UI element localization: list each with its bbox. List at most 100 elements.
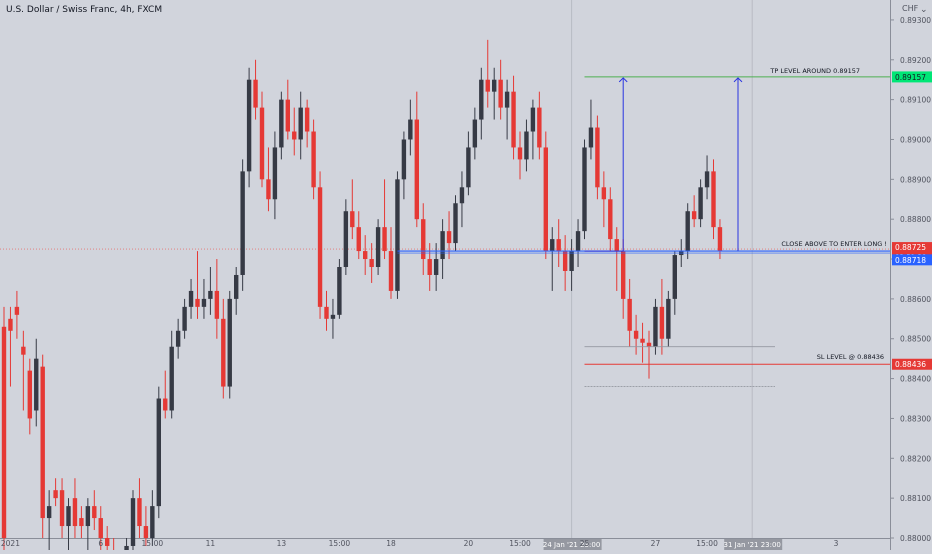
current-price-badge: 0.88725 xyxy=(895,243,926,252)
candle-body xyxy=(614,239,619,252)
y-tick-label: 0.88400 xyxy=(900,375,931,384)
sl-price-badge: 0.88436 xyxy=(895,360,926,369)
candle-body xyxy=(324,306,329,319)
y-tick-label: 0.89000 xyxy=(900,135,931,144)
x-highlight-bg xyxy=(724,539,783,550)
candle-body xyxy=(40,366,45,519)
candle-body xyxy=(240,171,245,275)
candle-body xyxy=(311,131,316,188)
candle-body xyxy=(337,267,342,315)
candle-body xyxy=(292,131,297,140)
candle-body xyxy=(621,251,626,299)
candle-body xyxy=(253,79,258,108)
candle-body xyxy=(182,306,187,331)
candle-body xyxy=(363,251,368,260)
candle-body xyxy=(401,139,407,180)
candle-body xyxy=(156,398,161,507)
x-tick-label: 2021 xyxy=(1,539,20,548)
candle-body xyxy=(627,298,632,331)
candle-body xyxy=(640,338,645,343)
candle-body xyxy=(266,179,271,200)
x-tick-label: 15:00 xyxy=(509,539,531,548)
x-tick-label: 6 xyxy=(98,539,103,548)
candle-body xyxy=(685,211,690,252)
candle-body xyxy=(27,370,32,419)
candle-body xyxy=(369,259,374,268)
candle-body xyxy=(130,498,136,546)
x-tick-label: 15:00 xyxy=(142,539,164,548)
candle-body xyxy=(143,526,149,538)
candle-body xyxy=(8,318,13,331)
candle-body xyxy=(195,298,200,307)
sl-price-badge-bg xyxy=(892,358,932,370)
candle-body xyxy=(59,490,65,527)
entry-level-label: CLOSE ABOVE TO ENTER LONG ! xyxy=(781,240,887,248)
candle-body xyxy=(550,239,555,252)
x-tick-label: 18 xyxy=(386,539,396,548)
candle-body xyxy=(485,79,490,92)
candle-body xyxy=(537,107,542,148)
candle-body xyxy=(666,298,671,339)
candle-body xyxy=(124,545,129,554)
candle-body xyxy=(717,227,723,252)
candle-body xyxy=(21,346,26,355)
tp-arrow-head xyxy=(733,77,743,83)
y-tick-label: 0.88800 xyxy=(900,215,931,224)
candle-body xyxy=(72,498,78,527)
currency-label[interactable]: CHF xyxy=(902,4,919,13)
candle-body xyxy=(711,171,716,228)
candle-body xyxy=(588,127,594,148)
x-tick-label: 25 xyxy=(580,539,590,548)
x-tick-label: 20 xyxy=(464,539,474,548)
candle-body xyxy=(92,506,97,519)
y-tick-label: 0.88200 xyxy=(900,454,931,463)
y-tick-label: 0.88300 xyxy=(900,414,931,423)
candle-body xyxy=(421,219,426,260)
candle-body xyxy=(408,119,413,140)
candle-body xyxy=(466,147,471,188)
candle-body xyxy=(382,227,387,252)
tp-price-badge-bg xyxy=(892,71,932,83)
candle-body xyxy=(85,506,91,527)
candle-body xyxy=(453,203,458,244)
candle-body xyxy=(79,518,84,527)
candle-body xyxy=(175,330,181,347)
candle-body xyxy=(698,187,703,220)
candle-body xyxy=(272,147,278,200)
sl-level-label: SL LEVEL @ 0.88436 xyxy=(817,353,884,361)
candle-body xyxy=(53,490,58,499)
candle-body xyxy=(330,314,336,319)
candle-body xyxy=(221,318,226,387)
candle-body xyxy=(14,306,20,315)
candle-body xyxy=(46,506,52,519)
x-highlight-bg xyxy=(543,539,602,550)
x-tick-label: 13 xyxy=(277,539,287,548)
candle-body xyxy=(208,290,213,299)
y-axis-panel xyxy=(890,0,932,550)
candle-body xyxy=(440,231,445,260)
candle-body xyxy=(427,259,432,275)
candle-body xyxy=(659,306,665,339)
candle-body xyxy=(304,107,310,132)
entry-price-badge-bg xyxy=(892,254,932,266)
x-highlight-label: 24 Jan '21 23:00 xyxy=(543,541,600,549)
candle-body xyxy=(479,79,484,120)
candle-body xyxy=(214,290,220,319)
candle-body xyxy=(414,119,419,220)
tp-level-label: TP LEVEL AROUND 0.89157 xyxy=(769,67,860,75)
candle-body xyxy=(517,147,523,160)
candle-body xyxy=(530,107,536,132)
candle-body xyxy=(511,91,516,148)
candle-body xyxy=(285,99,290,132)
candle-body xyxy=(137,498,142,527)
candle-body xyxy=(691,211,697,220)
candle-body xyxy=(375,227,381,268)
candle-body xyxy=(672,255,677,299)
candle-body xyxy=(356,227,361,252)
y-tick-label: 0.88600 xyxy=(900,295,931,304)
x-tick-label: 15:00 xyxy=(696,539,718,548)
candle-body xyxy=(298,107,303,140)
y-tick-label: 0.89100 xyxy=(900,96,931,105)
candle-body xyxy=(66,506,71,527)
